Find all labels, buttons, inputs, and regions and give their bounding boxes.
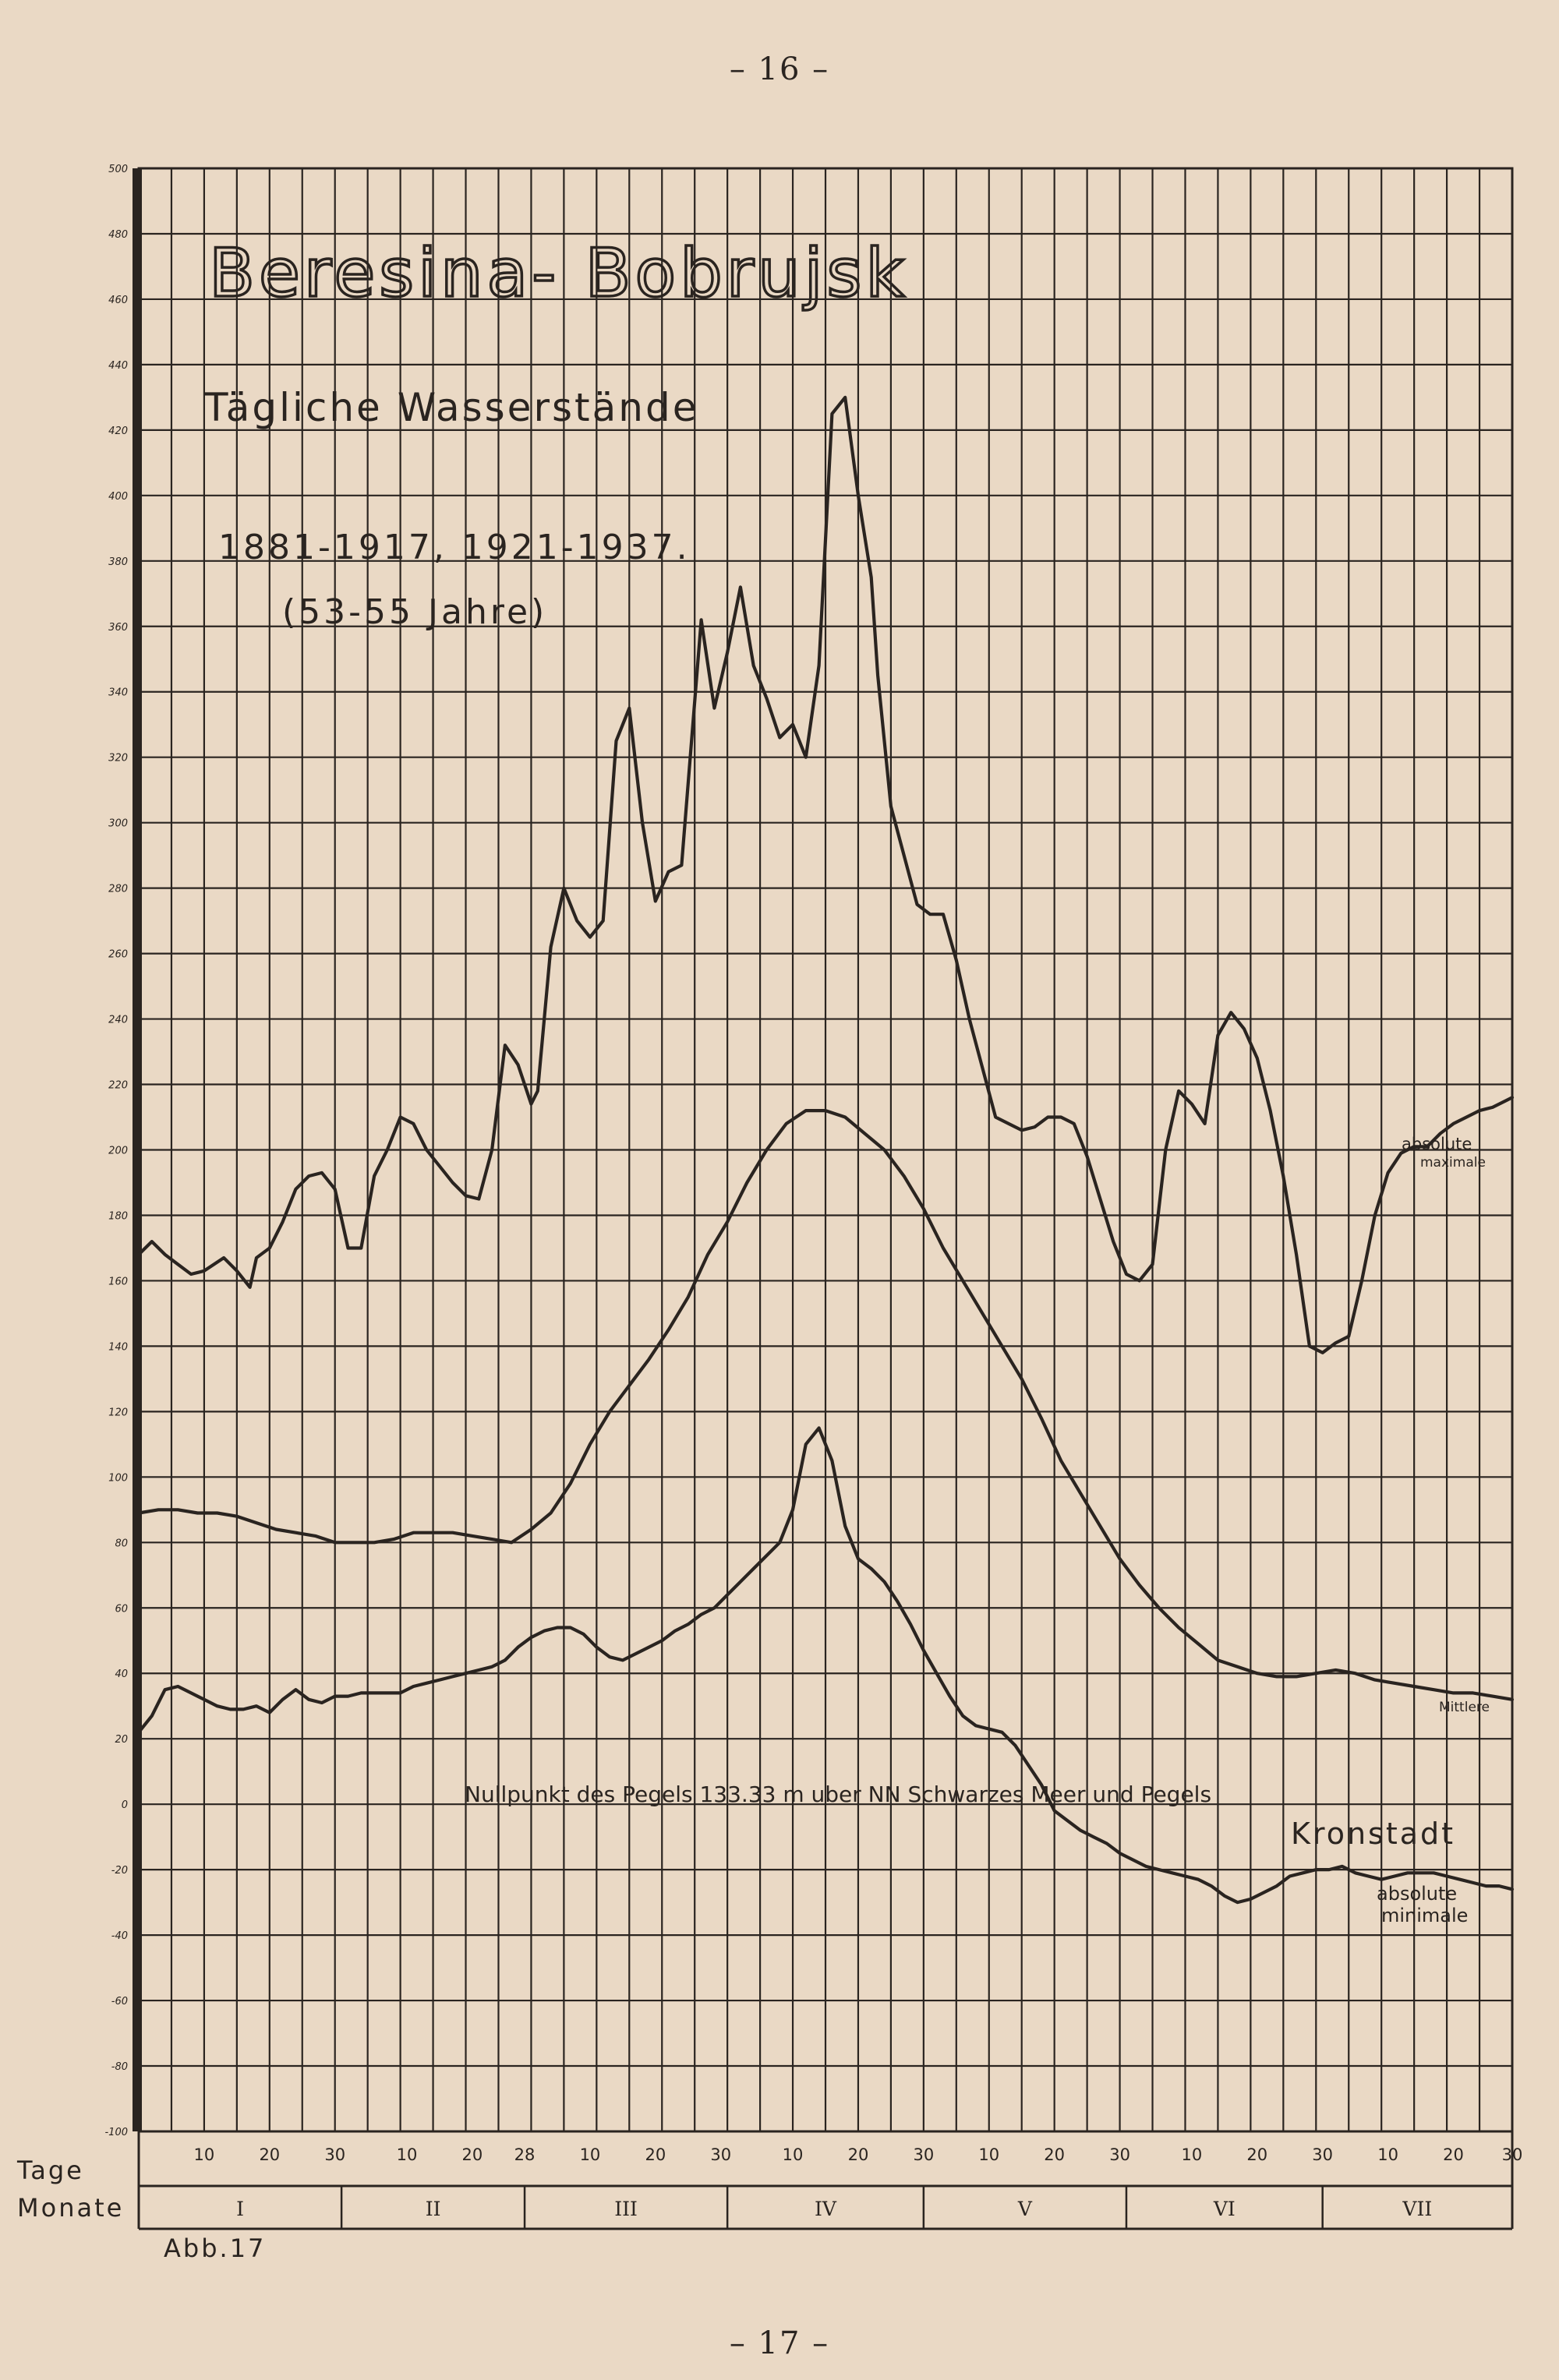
y-tick-label: 140 bbox=[108, 1341, 128, 1353]
label-maximale: absolute maximale bbox=[1402, 1135, 1486, 1171]
y-tick-label: 300 bbox=[108, 818, 128, 830]
day-tick-label: 10 bbox=[1181, 2145, 1202, 2164]
day-tick-label: 20 bbox=[848, 2145, 869, 2164]
y-tick-label: 380 bbox=[108, 556, 128, 568]
day-tick-label: 10 bbox=[978, 2145, 999, 2164]
label-minimale-line1: absolute bbox=[1377, 1883, 1457, 1905]
y-tick-label: -100 bbox=[104, 2127, 128, 2138]
series-line-2 bbox=[136, 1426, 1515, 1905]
y-tick-label: 260 bbox=[108, 949, 128, 961]
period-note: (53-55 Jahre) bbox=[282, 592, 547, 632]
day-tick-label: 10 bbox=[580, 2145, 601, 2164]
day-tick-label: 20 bbox=[1246, 2145, 1267, 2164]
y-tick-label: 220 bbox=[108, 1080, 128, 1092]
day-tick-label: 20 bbox=[462, 2145, 483, 2164]
month-label: II bbox=[426, 2198, 441, 2220]
label-maximale-line2: maximale bbox=[1420, 1155, 1486, 1171]
day-tick-label: 28 bbox=[514, 2145, 536, 2164]
month-label: V bbox=[1017, 2198, 1033, 2220]
series-line-0 bbox=[136, 395, 1515, 1354]
y-tick-label: 200 bbox=[108, 1146, 128, 1157]
page-header: – 16 – bbox=[729, 51, 830, 87]
day-tick-label: 20 bbox=[1443, 2145, 1464, 2164]
y-tick-label: 0 bbox=[122, 1799, 128, 1811]
y-tick-label: 40 bbox=[115, 1668, 128, 1680]
y-tick-label: 280 bbox=[108, 884, 128, 895]
label-mittlere: Mittlere bbox=[1439, 1700, 1490, 1715]
zero-line-note-2: Kronstadt bbox=[1291, 1817, 1455, 1851]
y-tick-label: 180 bbox=[108, 1210, 128, 1222]
day-tick-label: 30 bbox=[1312, 2145, 1333, 2164]
series-line-1 bbox=[136, 1109, 1515, 1701]
y-tick-label: -40 bbox=[111, 1930, 128, 1942]
month-label: III bbox=[614, 2198, 638, 2220]
y-tick-label: 160 bbox=[108, 1276, 128, 1287]
day-tick-label: 10 bbox=[783, 2145, 804, 2164]
y-axis-bar bbox=[133, 168, 142, 2131]
day-tick-label: 30 bbox=[1109, 2145, 1130, 2164]
y-tick-label: 480 bbox=[108, 229, 128, 241]
grid bbox=[139, 168, 1512, 2131]
y-tick-label: 440 bbox=[108, 360, 128, 372]
y-tick-label: 20 bbox=[115, 1734, 128, 1746]
y-tick-label: 340 bbox=[108, 687, 128, 699]
y-tick-labels: -100 -80 -60 -40 -20 0 20 40 60 80 100 120 140 160 180… bbox=[104, 164, 128, 2138]
day-tick-label: 20 bbox=[259, 2145, 280, 2164]
month-axis-label: Monate bbox=[17, 2193, 124, 2223]
day-tick-label: 30 bbox=[710, 2145, 731, 2164]
series-layer bbox=[136, 395, 1515, 1905]
y-tick-label: 120 bbox=[108, 1407, 128, 1418]
y-tick-label: 400 bbox=[108, 491, 128, 503]
day-tick-label: 10 bbox=[194, 2145, 215, 2164]
y-tick-label: 460 bbox=[108, 295, 128, 306]
y-tick-label: -20 bbox=[111, 1865, 128, 1877]
day-tick-label: 30 bbox=[324, 2145, 345, 2164]
y-tick-label: -60 bbox=[111, 1996, 128, 2007]
y-tick-label: 420 bbox=[108, 426, 128, 437]
day-tick-label: 10 bbox=[397, 2145, 418, 2164]
y-tick-label: 360 bbox=[108, 622, 128, 634]
month-label: VII bbox=[1402, 2198, 1432, 2220]
y-tick-label: 60 bbox=[115, 1603, 128, 1615]
month-label: VI bbox=[1213, 2198, 1236, 2220]
period-label: 1881-1917, 1921-1937. bbox=[218, 528, 691, 567]
day-tick-label: 20 bbox=[645, 2145, 666, 2164]
y-tick-label: 100 bbox=[108, 1472, 128, 1484]
zero-line-note: Nullpunkt des Pegels 133.33 m uber NN Sc… bbox=[465, 1781, 1211, 1807]
x-axis: 10 20 30 10 20 28 10 20 30 10 20 30 10 20 30 10 20 30 10 20… bbox=[137, 2131, 1523, 2230]
chart-title: Beresina- Bobrujsk bbox=[209, 235, 908, 313]
day-tick-label: 10 bbox=[1377, 2145, 1398, 2164]
label-minimale: absolute minimale bbox=[1377, 1883, 1468, 1926]
day-tick-label: 30 bbox=[1502, 2145, 1523, 2164]
y-tick-label: 240 bbox=[108, 1015, 128, 1026]
y-tick-label: 320 bbox=[108, 753, 128, 764]
day-tick-label: 30 bbox=[913, 2145, 934, 2164]
figure-label: Abb.17 bbox=[164, 2233, 266, 2263]
page-footer: – 17 – bbox=[729, 2325, 830, 2361]
y-tick-label: 80 bbox=[115, 1538, 128, 1549]
month-label: IV bbox=[815, 2198, 837, 2220]
y-tick-label: -80 bbox=[111, 2061, 128, 2073]
day-tick-label: 20 bbox=[1044, 2145, 1065, 2164]
y-tick-label: 500 bbox=[108, 164, 128, 175]
chart-subtitle: Tägliche Wasserstände bbox=[203, 385, 698, 430]
month-label: I bbox=[236, 2198, 244, 2220]
x-axis-label: Tage bbox=[16, 2156, 84, 2185]
label-minimale-line2: minimale bbox=[1381, 1905, 1468, 1926]
label-maximale-line1: absolute bbox=[1402, 1135, 1472, 1153]
